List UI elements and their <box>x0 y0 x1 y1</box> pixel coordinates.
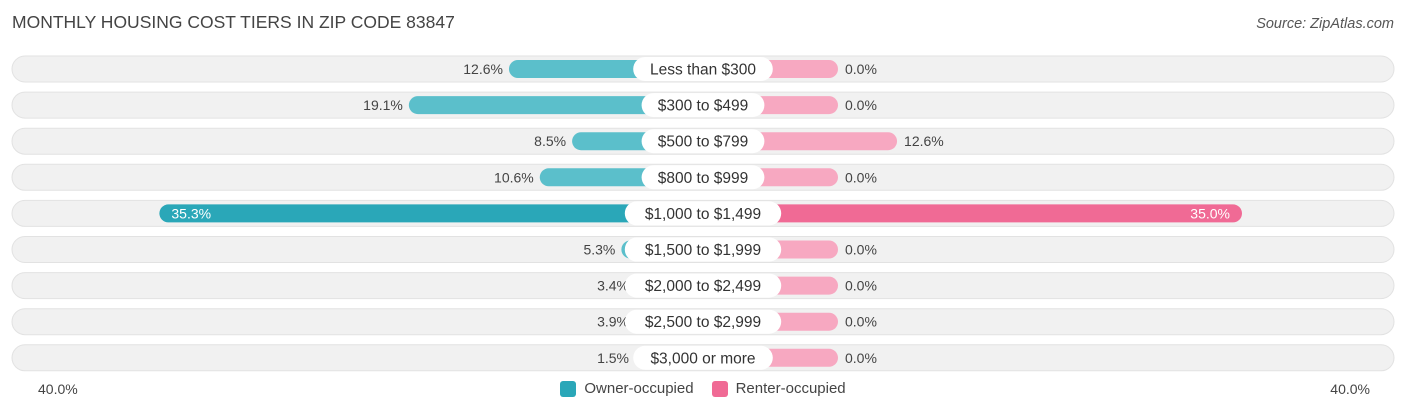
legend-item-owner: Owner-occupied <box>560 380 694 397</box>
renter-value-label: 0.0% <box>845 97 877 113</box>
renter-value-label: 0.0% <box>845 278 877 294</box>
category-label: $3,000 or more <box>650 350 755 367</box>
category-label: $300 to $499 <box>658 98 749 115</box>
legend: Owner-occupied Renter-occupied <box>0 380 1406 397</box>
category-pill <box>633 345 773 370</box>
renter-value-label: 0.0% <box>845 350 877 366</box>
legend-label-renter: Renter-occupied <box>735 380 846 397</box>
renter-value-label: 0.0% <box>845 61 877 77</box>
category-label: $1,500 to $1,999 <box>645 242 761 259</box>
renter-value-label: 35.0% <box>1190 205 1230 221</box>
category-pill <box>624 201 782 226</box>
source-note: Source: ZipAtlas.com <box>1256 16 1394 32</box>
owner-value-label: 3.4% <box>597 278 629 294</box>
owner-value-label: 35.3% <box>171 205 211 221</box>
owner-value-label: 8.5% <box>534 133 566 149</box>
category-label: $1,000 to $1,499 <box>645 206 761 223</box>
owner-bar <box>159 204 703 223</box>
category-pill <box>624 309 782 334</box>
renter-value-label: 0.0% <box>845 169 877 185</box>
category-label: $2,000 to $2,499 <box>645 278 761 295</box>
legend-swatch-renter <box>711 380 728 397</box>
legend-label-owner: Owner-occupied <box>584 380 694 397</box>
renter-value-label: 12.6% <box>904 133 944 149</box>
category-pill <box>624 237 782 262</box>
category-pill <box>641 129 765 154</box>
axis-left-label: 40.0% <box>38 381 78 397</box>
category-label: $2,500 to $2,999 <box>645 314 761 331</box>
renter-value-label: 0.0% <box>845 242 877 258</box>
category-label: $800 to $999 <box>658 170 749 187</box>
category-pill <box>641 165 765 190</box>
renter-value-label: 0.0% <box>845 314 877 330</box>
category-pill <box>633 57 773 81</box>
category-pill <box>641 93 765 118</box>
owner-value-label: 19.1% <box>363 97 403 113</box>
category-label: Less than $300 <box>650 62 756 79</box>
owner-value-label: 1.5% <box>597 350 629 366</box>
owner-value-label: 12.6% <box>463 61 503 77</box>
category-label: $500 to $799 <box>658 134 749 151</box>
renter-bar <box>703 204 1242 223</box>
axis-right-label: 40.0% <box>1330 381 1370 397</box>
category-pill <box>624 273 782 298</box>
legend-item-renter: Renter-occupied <box>711 380 846 397</box>
owner-value-label: 3.9% <box>597 314 629 330</box>
owner-bar <box>408 96 703 115</box>
owner-value-label: 10.6% <box>494 169 534 185</box>
legend-swatch-owner <box>560 380 577 397</box>
owner-value-label: 5.3% <box>583 242 615 258</box>
chart-title: MONTHLY HOUSING COST TIERS IN ZIP CODE 8… <box>12 12 455 32</box>
